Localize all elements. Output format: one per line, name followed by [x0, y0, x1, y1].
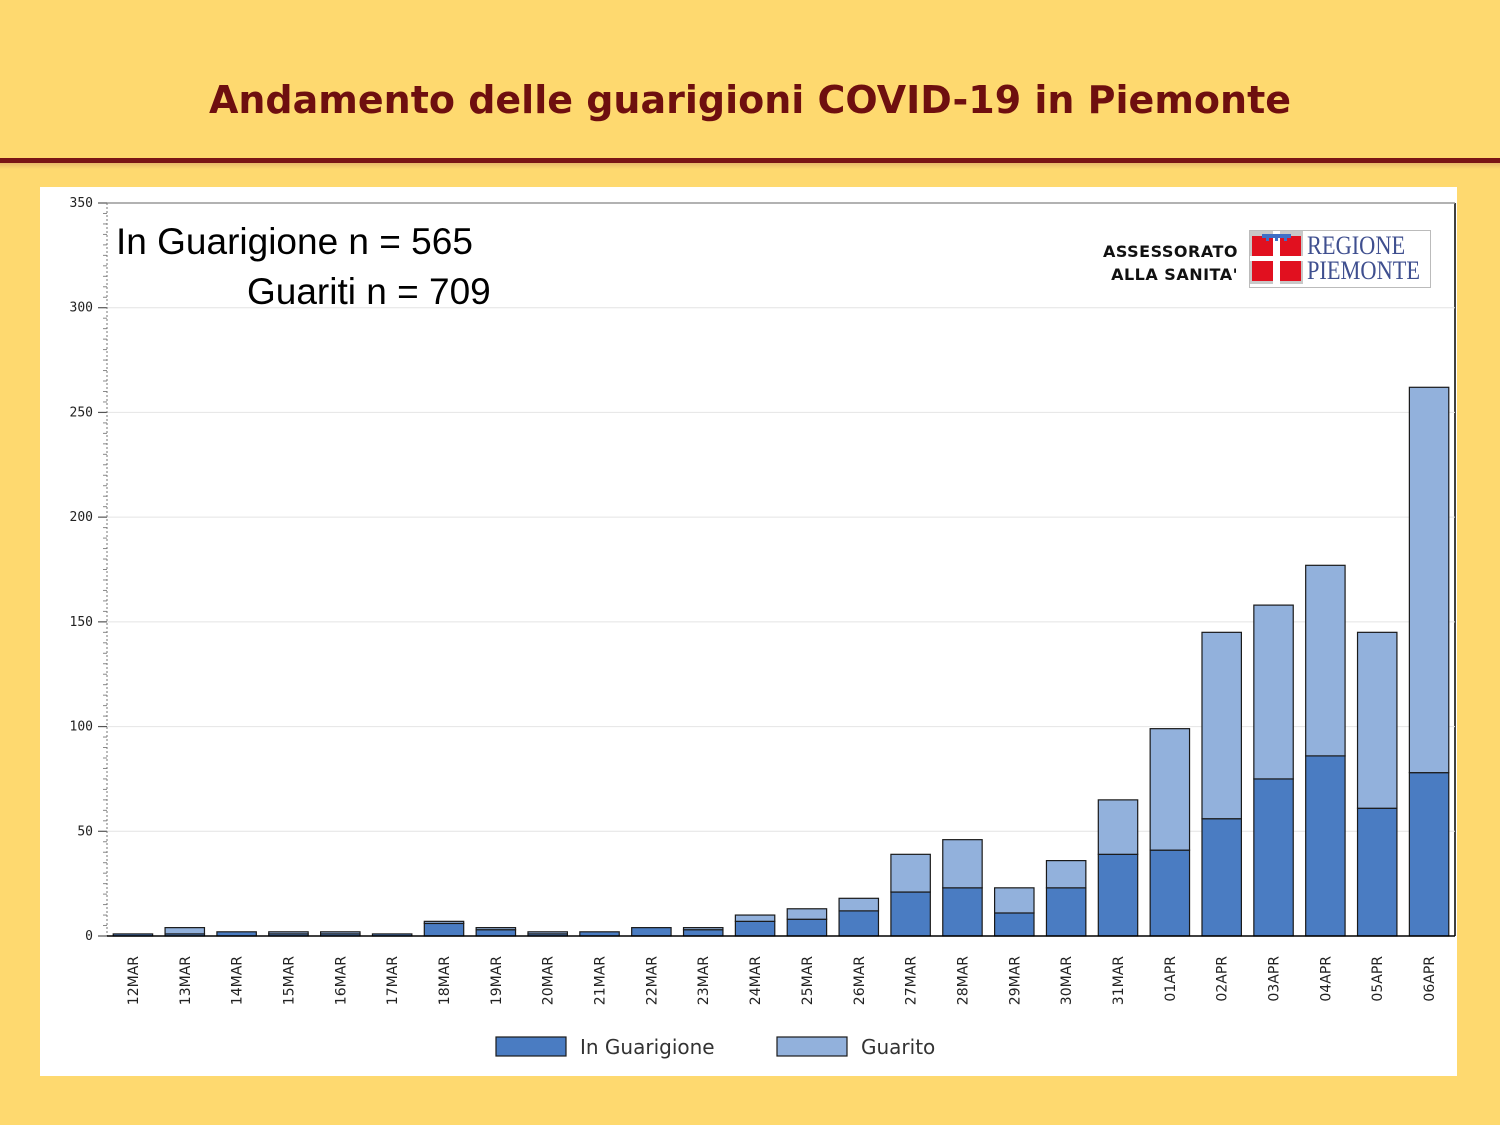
x-tick-label: 18MAR	[437, 956, 453, 1005]
piemonte-flag-icon	[1250, 231, 1303, 284]
bar-in-guarigione	[1356, 807, 1398, 937]
legend-in-guarigione-swatch	[495, 1036, 567, 1057]
bar-guarito	[164, 927, 206, 935]
bar-guarito	[320, 931, 361, 935]
guariti-count: Guariti n = 709	[247, 271, 491, 312]
x-tick-label: 05APR	[1370, 956, 1386, 1002]
y-tick-label: 150	[70, 615, 93, 630]
chart-panel: 0 50 100 150 200 250 300 350 12MAR 13MAR 14MAR 15MA…	[40, 187, 1457, 1076]
x-tick-label: 13MAR	[178, 956, 194, 1005]
page-title: Andamento delle guarigioni COVID-19 in P…	[208, 78, 1292, 122]
bar-in-guarigione	[631, 927, 672, 937]
y-tick-label: 0	[85, 929, 93, 944]
bar-in-guarigione	[942, 887, 983, 937]
x-tick-label: 14MAR	[230, 956, 246, 1005]
bar-guarito	[1408, 386, 1450, 774]
y-tick-label: 200	[70, 510, 93, 525]
piemonte-text: PIEMONTE	[1307, 256, 1421, 285]
bar-guarito	[268, 931, 309, 935]
x-tick-label: 02APR	[1215, 956, 1231, 1002]
y-tick-label: 300	[70, 301, 93, 316]
bar-guarito	[682, 927, 724, 931]
bar-in-guarigione	[1253, 778, 1294, 937]
x-tick-label: 30MAR	[1059, 956, 1075, 1005]
bar-guarito	[1305, 564, 1346, 757]
bar-guarito	[475, 927, 517, 931]
bar-in-guarigione	[1097, 853, 1139, 937]
x-tick-label: 27MAR	[904, 956, 920, 1005]
bar-in-guarigione	[1149, 849, 1191, 937]
bar-guarito	[734, 914, 776, 922]
x-tick-label: 19MAR	[489, 956, 505, 1005]
bar-in-guarigione	[1201, 818, 1242, 937]
x-tick-label: 12MAR	[126, 956, 142, 1005]
bar-in-guarigione	[890, 891, 931, 937]
y-tick-label: 350	[70, 196, 93, 211]
bar-guarito	[890, 853, 931, 893]
stacked-bar-chart: 0 50 100 150 200 250 300 350 12MAR 13MAR 14MAR 15MA…	[70, 196, 1456, 1059]
x-tick-label: 04APR	[1318, 956, 1334, 1002]
x-tick-label: 29MAR	[1007, 956, 1023, 1005]
y-tick-label: 50	[77, 824, 93, 839]
x-tick-label: 24MAR	[748, 956, 764, 1005]
bar-guarito	[838, 897, 880, 912]
x-tick-label: 06APR	[1422, 956, 1438, 1002]
legend-guarito-swatch	[776, 1036, 848, 1057]
bar-in-guarigione	[1408, 772, 1450, 937]
bar-guarito	[1201, 631, 1242, 820]
bar-in-guarigione	[1045, 887, 1087, 937]
bar-in-guarigione	[786, 918, 828, 937]
bar-guarito	[1097, 799, 1139, 855]
bar-in-guarigione	[682, 929, 724, 937]
bar-in-guarigione	[994, 912, 1035, 937]
y-tick-label: 250	[70, 405, 93, 420]
x-tick-label: 17MAR	[385, 956, 401, 1005]
bar-guarito	[942, 839, 983, 889]
legend-guarito-label: Guarito	[861, 1035, 935, 1059]
bar-in-guarigione	[838, 910, 880, 937]
bar-guarito	[1149, 728, 1191, 851]
y-tick-label: 100	[70, 720, 93, 735]
bar-guarito	[1045, 860, 1087, 889]
legend-in-guarigione-label: In Guarigione	[580, 1035, 715, 1059]
x-tick-label: 03APR	[1267, 956, 1283, 1002]
x-tick-label: 01APR	[1163, 956, 1179, 1002]
x-tick-label: 20MAR	[541, 956, 557, 1005]
bar-in-guarigione	[1305, 755, 1346, 937]
bar-in-guarigione	[423, 922, 465, 937]
regione-piemonte-logo: REGIONE PIEMONTE	[1249, 230, 1431, 288]
x-tick-label: 31MAR	[1111, 956, 1127, 1005]
x-tick-label: 22MAR	[644, 956, 660, 1005]
bar-guarito	[1356, 631, 1398, 809]
bar-guarito	[527, 931, 568, 935]
bar-guarito	[786, 908, 828, 920]
title-divider-shadow	[0, 163, 1500, 169]
x-tick-label: 23MAR	[696, 956, 712, 1005]
bar-guarito	[1253, 604, 1294, 780]
bar-guarito	[423, 920, 465, 925]
x-tick-label: 16MAR	[333, 956, 349, 1005]
assessorato-label: ASSESSORATO	[1102, 242, 1238, 261]
regione-text: REGIONE	[1307, 231, 1406, 260]
bar-in-guarigione	[734, 920, 776, 937]
bar-in-guarigione	[475, 929, 517, 937]
x-tick-label: 21MAR	[593, 956, 609, 1005]
title-divider	[0, 158, 1500, 163]
bar-guarito	[994, 887, 1035, 914]
sanita-label: ALLA SANITA'	[1111, 265, 1238, 284]
in-guarigione-count: In Guarigione n = 565	[116, 221, 473, 262]
x-tick-label: 25MAR	[800, 956, 816, 1005]
x-tick-label: 15MAR	[281, 956, 297, 1005]
x-tick-label: 28MAR	[955, 956, 971, 1005]
x-tick-label: 26MAR	[852, 956, 868, 1005]
